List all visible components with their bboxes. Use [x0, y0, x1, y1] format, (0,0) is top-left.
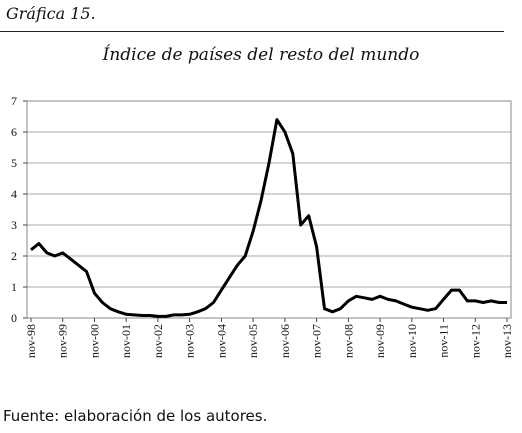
- x-tick-label: nov-11: [437, 324, 451, 358]
- x-tick-label: nov-03: [183, 324, 197, 358]
- source-note: Fuente: elaboración de los autores.: [3, 407, 268, 425]
- x-tick-label: nov-02: [151, 324, 165, 358]
- y-tick-label: 0: [11, 311, 17, 325]
- header-rule: [0, 31, 504, 32]
- x-tick-label: nov-12: [468, 324, 482, 358]
- y-tick-label: 3: [11, 218, 17, 232]
- x-tick-label: nov-00: [87, 324, 101, 358]
- x-tick-label: nov-13: [500, 324, 514, 358]
- x-tick-label: nov-04: [214, 324, 228, 358]
- plot-frame: [26, 100, 512, 319]
- y-tick-label: 6: [11, 125, 17, 139]
- x-tick-label: nov-10: [405, 324, 419, 358]
- x-tick-label: nov-99: [56, 324, 70, 358]
- series-line: [30, 118, 507, 318]
- x-axis: nov-98 nov-99 nov-00 nov-01 nov-02 nov-03 nov-…: [24, 318, 514, 358]
- y-tick-label: 7: [11, 94, 17, 108]
- y-tick-label: 1: [11, 280, 17, 294]
- y-tick-label: 5: [11, 156, 17, 170]
- x-tick-label: nov-05: [246, 324, 260, 358]
- x-tick-label: nov-09: [373, 324, 387, 358]
- x-tick-label: nov-08: [341, 324, 355, 358]
- x-tick-label: nov-07: [310, 324, 324, 358]
- x-tick-label: nov-01: [119, 324, 133, 358]
- x-tick-label: nov-06: [278, 324, 292, 358]
- figure-label: Gráfica 15.: [6, 4, 96, 23]
- y-tick-label: 2: [11, 249, 17, 263]
- y-tick-label: 4: [11, 187, 17, 201]
- chart-title: Índice de países del resto del mundo: [102, 45, 420, 65]
- y-axis: 0 1 2 3 4 5 6 7: [11, 94, 27, 325]
- x-tick-label: nov-98: [24, 324, 38, 358]
